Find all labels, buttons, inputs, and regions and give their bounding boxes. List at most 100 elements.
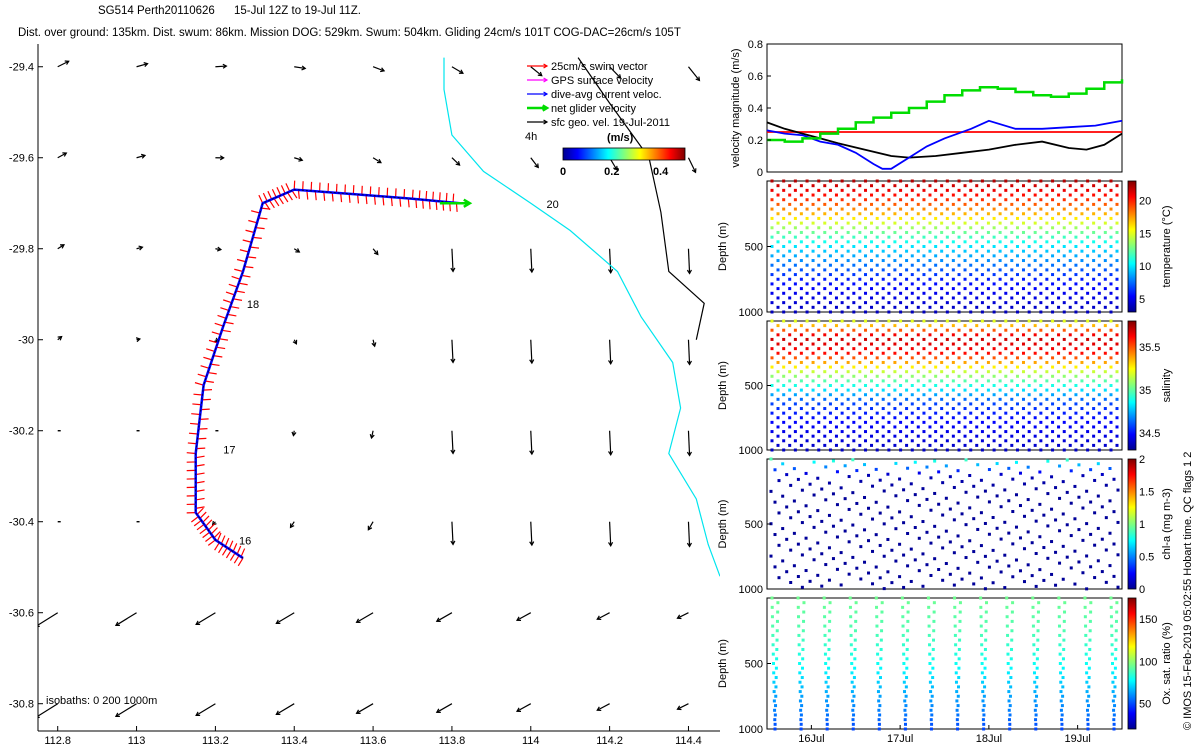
profile-point	[1054, 518, 1058, 522]
profile-point	[887, 216, 891, 220]
profile-point	[1035, 657, 1039, 661]
profile-point	[975, 296, 979, 300]
profile-point	[1010, 425, 1014, 429]
profile-point	[976, 495, 980, 499]
profile-point	[1057, 596, 1061, 600]
profile-point	[881, 287, 885, 291]
geo-arrow	[215, 155, 225, 161]
profile-point	[957, 657, 961, 661]
profile-point	[934, 393, 938, 397]
profile-point	[910, 347, 914, 351]
profile-point	[834, 370, 838, 374]
profile-point	[986, 259, 990, 263]
profile-point	[1034, 519, 1038, 523]
profile-point	[864, 347, 868, 351]
profile-point	[839, 518, 843, 522]
profile-point	[951, 443, 955, 447]
profile-point	[1039, 207, 1043, 211]
profile-point	[811, 351, 815, 355]
profile-point	[1057, 296, 1061, 300]
profile-point	[1074, 374, 1078, 378]
geo-arrow	[529, 521, 535, 547]
profile-point	[899, 356, 903, 360]
profile-point	[957, 384, 961, 387]
profile-point	[957, 310, 961, 314]
profile-point	[846, 296, 850, 300]
profile-point	[788, 434, 792, 438]
profile-point	[893, 296, 897, 300]
profile-point	[957, 301, 961, 305]
profile-point	[870, 221, 874, 225]
section-xtick-label: 17Jul	[887, 733, 913, 745]
profile-point	[980, 652, 984, 656]
profile-point	[948, 540, 952, 544]
profile-point	[928, 333, 932, 337]
profile-point	[1021, 230, 1025, 234]
profile-point	[776, 230, 780, 234]
profile-point	[956, 704, 960, 708]
profile-point	[916, 277, 920, 281]
profile-point	[1010, 629, 1014, 633]
profile-point	[770, 605, 774, 609]
profile-point	[910, 402, 914, 406]
profile-point	[957, 282, 961, 286]
profile-point	[881, 425, 885, 429]
profile-point	[998, 370, 1002, 374]
section-ytick-label: 500	[745, 519, 763, 531]
profile-point	[958, 619, 962, 623]
profile-point	[1092, 388, 1096, 392]
profile-point	[922, 374, 926, 378]
swim-vector	[230, 305, 240, 309]
profile-point	[834, 268, 838, 272]
profile-point	[811, 287, 815, 291]
profile-point	[776, 305, 780, 309]
profile-point	[1104, 580, 1108, 584]
profile-point	[928, 305, 932, 309]
profile-point	[922, 430, 926, 434]
profile-point	[878, 511, 882, 515]
profile-point	[976, 560, 980, 564]
profile-point	[887, 374, 891, 378]
profile-point	[846, 443, 850, 447]
geo-arrow	[450, 521, 456, 546]
profile-point	[1116, 585, 1120, 589]
profile-point	[910, 254, 914, 258]
profile-point	[1074, 235, 1078, 239]
profile-point	[1021, 249, 1025, 253]
profile-point	[992, 439, 996, 443]
profile-point	[847, 507, 851, 511]
profile-point	[811, 342, 815, 346]
profile-point	[1080, 342, 1084, 346]
map-ytick-label: -30	[18, 335, 34, 347]
profile-point	[1057, 605, 1061, 609]
profile-point	[1097, 291, 1101, 295]
profile-point	[1062, 337, 1066, 341]
profile-point	[1092, 259, 1096, 263]
profile-point	[800, 685, 804, 689]
profile-point	[1074, 310, 1078, 314]
profile-point	[957, 402, 961, 406]
profile-point	[1092, 287, 1096, 291]
profile-point	[1051, 430, 1055, 434]
profile-point	[782, 337, 786, 341]
profile-point	[1086, 263, 1090, 267]
profile-point	[811, 184, 815, 188]
profile-point	[789, 548, 793, 552]
profile-point	[1010, 360, 1014, 364]
swim-vector	[245, 229, 255, 234]
profile-point	[1068, 212, 1072, 216]
profile-point	[804, 536, 808, 540]
profile-point	[870, 342, 874, 346]
profile-point	[811, 370, 815, 374]
profile-point	[905, 647, 909, 651]
profile-point	[922, 226, 926, 230]
profile-point	[1074, 420, 1078, 424]
profile-point	[770, 402, 774, 406]
profile-point	[1045, 193, 1049, 197]
profile-point	[1011, 601, 1015, 605]
profile-point	[827, 666, 831, 670]
profile-point	[1035, 676, 1039, 680]
profile-point	[823, 259, 827, 263]
profile-point	[1021, 287, 1025, 291]
profile-point	[1092, 296, 1096, 300]
